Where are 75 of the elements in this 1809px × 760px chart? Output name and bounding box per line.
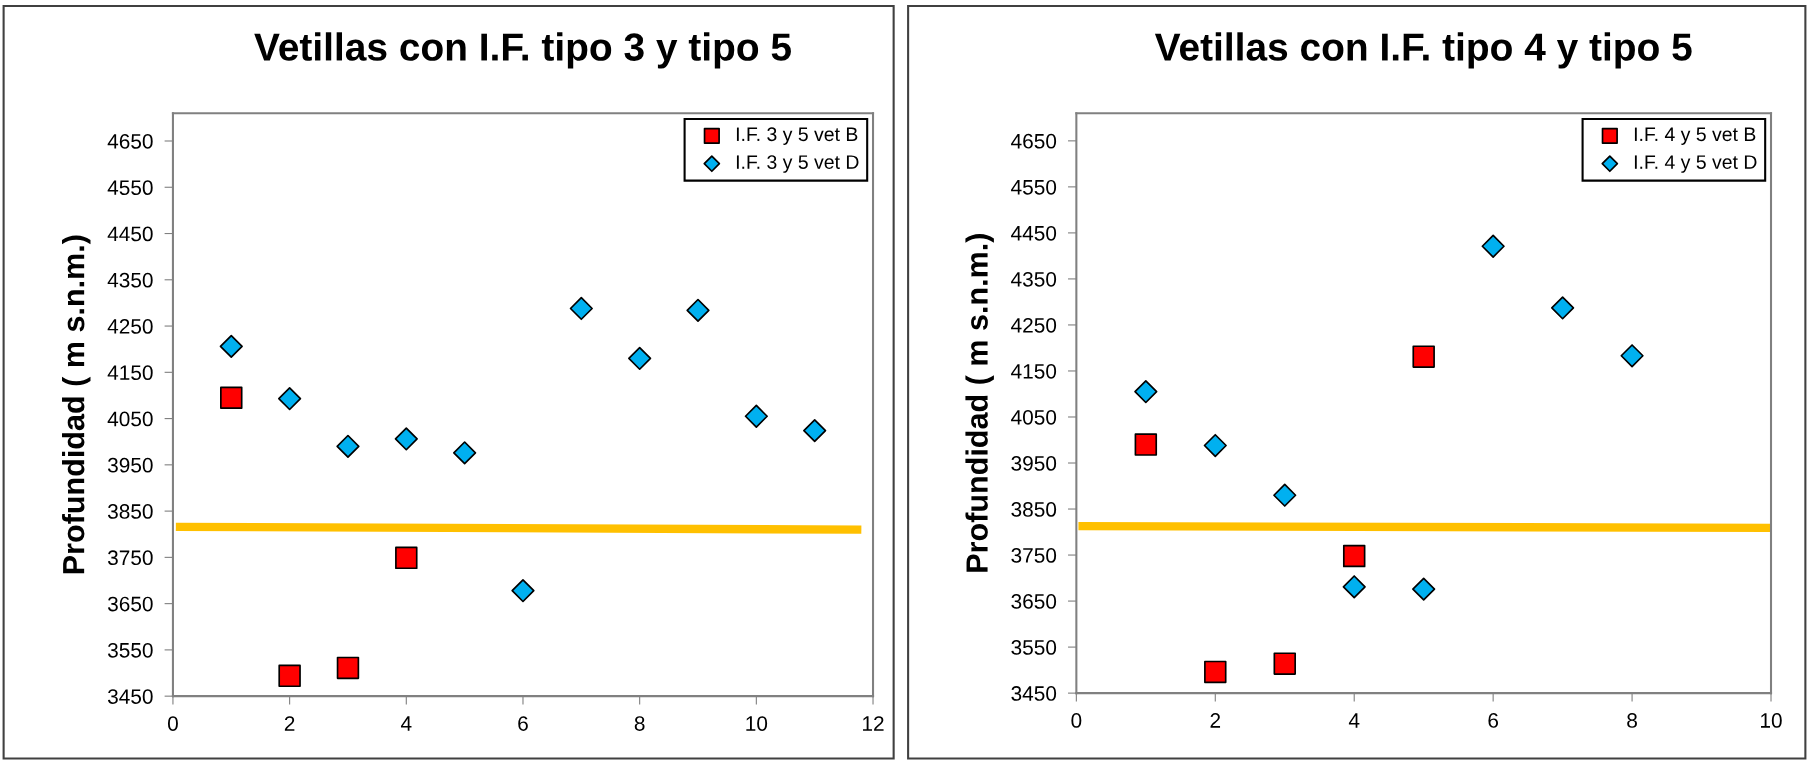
legend-label: I.F. 4 y 5 vet D <box>1634 155 1757 173</box>
point <box>1412 345 1435 368</box>
point <box>336 656 360 680</box>
point <box>628 346 652 371</box>
y-tick-label: 4450 <box>1011 225 1057 241</box>
point <box>394 427 418 451</box>
point <box>686 298 710 322</box>
y-tick-label: 4550 <box>1011 179 1057 195</box>
point <box>219 334 243 359</box>
y-tick-label: 3650 <box>1011 594 1057 609</box>
x-tick-label: 10 <box>746 716 768 731</box>
y-tick-label: 3650 <box>107 596 153 612</box>
chart-title: Vetillas con I.F. tipo 4 y tipo 5 <box>1154 32 1692 69</box>
legend-label: I.F. 3 y 5 vet B <box>736 127 858 145</box>
y-tick-label: 4050 <box>107 411 153 427</box>
x-tick-label: 8 <box>634 716 645 731</box>
y-tick-label: 4150 <box>107 365 153 381</box>
y-tick-label: 4250 <box>107 319 153 334</box>
y-tick-label: 4550 <box>107 180 153 196</box>
y-tick-label: 3450 <box>1011 686 1057 701</box>
y-tick-label: 4650 <box>1011 133 1057 149</box>
y-tick-label: 3950 <box>1011 456 1057 471</box>
x-tick-label: 12 <box>863 716 884 731</box>
x-tick-label: 0 <box>167 716 178 731</box>
y-tick-label: 4050 <box>1011 409 1057 425</box>
x-tick-label: 0 <box>1071 713 1082 728</box>
y-tick-label: 3850 <box>1011 502 1057 517</box>
point <box>278 664 301 688</box>
point <box>220 386 243 410</box>
x-tick-label: 2 <box>1210 713 1221 728</box>
y-tick-label: 3950 <box>107 457 153 473</box>
x-tick-label: 4 <box>1348 713 1360 728</box>
y-tick-label: 4350 <box>107 272 153 288</box>
point <box>1550 296 1575 320</box>
chart-title: Vetillas con I.F. tipo 3 y tipo 5 <box>254 32 791 69</box>
point <box>1203 433 1227 458</box>
point <box>1134 380 1158 404</box>
y-axis-title: Profundidad ( m s.n.m.) <box>965 234 994 572</box>
point <box>803 418 827 443</box>
point <box>1134 433 1158 456</box>
y-tick-label: 3550 <box>1011 640 1057 655</box>
x-tick-label: 4 <box>400 716 412 731</box>
x-tick-label: 8 <box>1627 713 1637 728</box>
y-tick-label: 3550 <box>107 642 153 658</box>
y-tick-label: 4150 <box>1011 363 1057 379</box>
x-tick-label: 6 <box>518 716 528 731</box>
point <box>1204 660 1227 684</box>
point <box>277 387 302 411</box>
y-tick-label: 3450 <box>107 689 153 704</box>
x-tick-label: 2 <box>284 716 295 731</box>
legend-label: I.F. 4 y 5 vet B <box>1634 127 1756 145</box>
point <box>1481 234 1505 258</box>
point <box>511 579 535 603</box>
y-tick-label: 3750 <box>107 550 153 566</box>
y-axis-title: Profundidad ( m s.n.m.) <box>62 235 91 574</box>
y-tick-label: 3850 <box>107 504 153 519</box>
point <box>395 546 418 570</box>
y-tick-label: 4350 <box>1011 271 1057 287</box>
point <box>1273 652 1297 675</box>
point <box>336 434 360 458</box>
y-tick-label: 4250 <box>1011 317 1057 333</box>
point <box>1620 344 1644 368</box>
point <box>1342 544 1366 568</box>
point <box>1342 575 1366 599</box>
legend-label: I.F. 3 y 5 vet D <box>736 155 859 173</box>
point <box>744 404 768 428</box>
y-tick-label: 4450 <box>107 226 153 242</box>
point <box>1412 577 1436 601</box>
point <box>453 441 477 465</box>
x-tick-label: 10 <box>1761 713 1782 728</box>
point <box>569 296 593 321</box>
y-tick-label: 4650 <box>107 134 153 149</box>
point <box>1273 483 1297 507</box>
y-tick-label: 3750 <box>1011 548 1057 563</box>
x-tick-label: 6 <box>1488 713 1499 728</box>
